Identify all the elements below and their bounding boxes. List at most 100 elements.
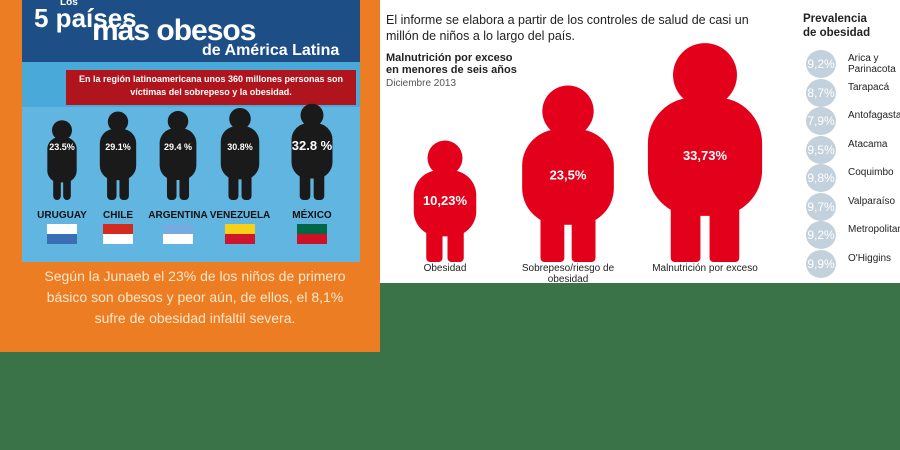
- figure-body: [47, 137, 77, 183]
- caption: Según la Junaeb el 23% de los niños de p…: [44, 268, 346, 326]
- figure: [220, 107, 260, 200]
- figure-leg: [299, 169, 311, 200]
- chart-date: Diciembre 2013: [386, 78, 457, 89]
- country-figures: 23.5% URUGUAY 29.1% CHILE 29.4 % ARGENTINA 30.…: [22, 103, 360, 262]
- country-value: 32.8 %: [292, 138, 333, 153]
- country-value: 23.5%: [49, 142, 75, 152]
- flag: [297, 234, 327, 244]
- figure-head: [300, 103, 324, 127]
- figure-body: [413, 170, 477, 237]
- left-panel: Los 5 países más obesos de América Latin…: [0, 0, 380, 352]
- figure-body: [291, 123, 333, 179]
- figure-head: [52, 120, 72, 141]
- category-box: Malnutrición por exceso: [652, 263, 758, 274]
- figure: [647, 43, 763, 262]
- figure-leg: [63, 174, 71, 200]
- region-row: 9,7% Valparaíso: [806, 192, 900, 221]
- figure-leg: [709, 196, 740, 262]
- flag: [297, 224, 327, 234]
- figure-head: [542, 85, 594, 137]
- infographic: Los 5 países más obesos de América Latin…: [22, 0, 360, 262]
- title-line2: más obesos: [92, 14, 256, 47]
- figure-head: [229, 107, 251, 130]
- region-value: 7,9%: [806, 107, 836, 135]
- figures-chart: 10,23% Obesidad 23,5% Sobrepeso/riesgo de o…: [413, 43, 763, 283]
- region-name: Atacama: [848, 138, 888, 150]
- category-box: Obesidad: [423, 263, 467, 274]
- region-row: 7,9% Antofagasta: [806, 107, 900, 135]
- figure-body: [522, 129, 614, 225]
- figure-leg: [670, 196, 701, 262]
- figure-leg: [179, 171, 190, 200]
- flag: [103, 224, 133, 234]
- country-name: ARGENTINA: [148, 210, 207, 221]
- figure-leg: [53, 174, 61, 200]
- figure-body: [220, 126, 260, 180]
- figure: [99, 111, 137, 200]
- category-label: Malnutrición por exceso: [652, 263, 758, 274]
- flag: [47, 224, 77, 234]
- figure-head: [673, 43, 737, 108]
- category-label: Obesidad: [423, 263, 467, 274]
- figure-leg: [447, 225, 464, 262]
- country-value: 29.4 %: [164, 142, 192, 152]
- category-label: Sobrepeso/riesgo de obesidad: [521, 263, 615, 283]
- figure-leg: [166, 171, 177, 200]
- right-panel: El informe se elabora a partir de los co…: [380, 0, 900, 283]
- intro: El informe se elabora a partir de los co…: [386, 13, 749, 43]
- region-row: 9,5% Atacama: [806, 135, 900, 164]
- flag: [163, 224, 193, 234]
- figure-leg: [119, 171, 129, 200]
- figure-head: [427, 140, 463, 176]
- chart-title: Malnutrición por exceso en menores de se…: [386, 52, 517, 76]
- figure: [522, 85, 614, 262]
- region-name: Tarapacá: [848, 81, 890, 93]
- category-box: Sobrepeso/riesgo de obesidad: [521, 263, 615, 283]
- figure-head: [107, 111, 129, 132]
- region-value: 9,8%: [806, 164, 836, 192]
- figure: [291, 103, 333, 200]
- region-value: 9,7%: [806, 192, 836, 221]
- figure-leg: [241, 170, 252, 200]
- figure-body: [647, 97, 763, 216]
- figure-leg: [228, 170, 239, 200]
- country-name: MÉXICO: [292, 208, 332, 221]
- flag: [163, 234, 193, 244]
- region-name: Coquimbo: [848, 167, 894, 178]
- region-row: 9,2% Arica y Parinacota: [806, 50, 900, 78]
- region-name: Metropolitana: [848, 224, 900, 235]
- region-value: 8,7%: [806, 78, 836, 107]
- figure-value: 10,23%: [423, 193, 468, 208]
- title-bar: Los 5 países más obesos de América Latin…: [22, 0, 360, 62]
- region-value: 9,2%: [806, 50, 836, 78]
- region-name: Arica y Parinacota: [848, 53, 896, 75]
- figure-body: [159, 128, 197, 180]
- title-line3: de América Latina: [202, 42, 340, 59]
- region-row: 9,2% Metropolitana: [806, 221, 900, 249]
- figure-leg: [571, 208, 596, 262]
- region-value: 9,5%: [806, 135, 836, 164]
- title-line1: 5 países: [34, 3, 137, 33]
- country-name: CHILE: [103, 210, 133, 221]
- flag: [47, 234, 77, 244]
- region-name: Antofagasta: [848, 110, 900, 121]
- region-value: 9,2%: [806, 221, 836, 249]
- country-value: 29.1%: [105, 142, 131, 152]
- flag: [103, 234, 133, 244]
- figure-leg: [426, 225, 443, 262]
- region-row: 9,8% Coquimbo: [806, 164, 900, 192]
- flag: [225, 224, 255, 234]
- prevalence-title: Prevalencia de obesidad: [803, 13, 871, 39]
- country-name: VENEZUELA: [210, 210, 271, 221]
- region-row: 8,7% Tarapacá: [806, 78, 900, 107]
- region-name: O'Higgins: [848, 252, 892, 264]
- figure-leg: [107, 171, 117, 200]
- region-row: 9,9% O'Higgins: [806, 249, 900, 278]
- country-value: 30.8%: [227, 142, 253, 152]
- country-name: URUGUAY: [37, 210, 87, 221]
- figure: [413, 140, 477, 262]
- region-value: 9,9%: [806, 249, 836, 278]
- figure: [159, 110, 197, 200]
- figure-value: 23,5%: [550, 168, 587, 183]
